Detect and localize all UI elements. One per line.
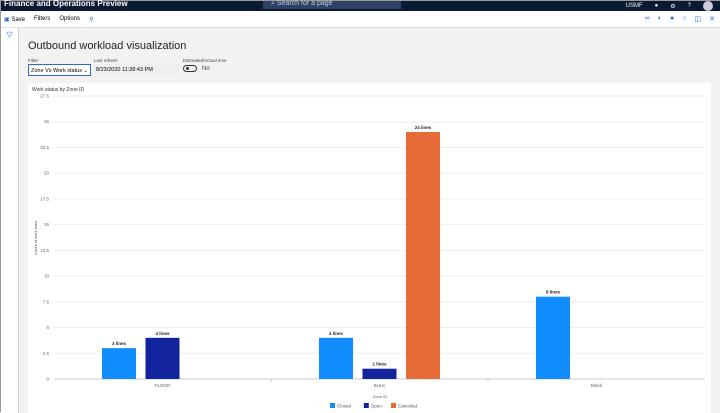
avatar[interactable] xyxy=(703,1,713,11)
save-button[interactable]: ▣ Save xyxy=(4,16,25,23)
y-tick-label: 7.5 xyxy=(43,299,50,304)
y-tick-label: 15 xyxy=(44,222,50,227)
legend-swatch xyxy=(363,403,369,408)
filter-dropdown[interactable]: Zone Vs Work status ⌄ xyxy=(28,64,91,76)
filter-value: Zone Vs Work status xyxy=(31,68,82,74)
refresh-value: 8/23/2020 11:28:43 PM xyxy=(94,64,179,76)
y-tick-label: 5 xyxy=(46,325,49,330)
data-label: 1 lines xyxy=(372,362,387,367)
search-placeholder: Search for a page xyxy=(276,0,333,7)
chart-title: Work status by Zone ID xyxy=(32,87,85,93)
open-new-window-icon[interactable]: ◫ xyxy=(694,16,702,23)
data-label: 4 lines xyxy=(329,331,344,336)
feedback-icon[interactable]: ● xyxy=(670,15,675,22)
legend-swatch xyxy=(330,403,335,408)
help-icon[interactable]: ? xyxy=(687,3,691,9)
x-tick-label: BULK xyxy=(374,383,386,388)
time-label: Estimated/Actual time xyxy=(183,58,227,63)
bar-canceled xyxy=(406,132,440,379)
y-tick-label: 10 xyxy=(44,274,50,279)
options-button[interactable]: Options xyxy=(59,16,81,22)
legend-label: Open xyxy=(371,404,383,409)
app-title: Finance and Operations Preview xyxy=(4,0,128,8)
x-axis-label: Zone ID xyxy=(373,394,387,399)
time-toggle[interactable] xyxy=(183,65,197,72)
y-tick-label: 22.5 xyxy=(40,145,49,150)
link-icon[interactable]: ∞ xyxy=(644,15,650,22)
search-icon[interactable]: ⚲ xyxy=(89,16,94,23)
bar-open xyxy=(362,368,397,379)
bar-closed xyxy=(102,348,136,379)
chart-card xyxy=(28,83,711,413)
title-bar: Finance and Operations Preview ⌕ Search … xyxy=(1,0,720,11)
y-tick-label: 2.5 xyxy=(43,351,50,356)
bar-open xyxy=(145,337,180,379)
data-label: 4 lines xyxy=(155,331,170,336)
data-label: 24 lines xyxy=(415,125,432,130)
bar-closed xyxy=(319,337,353,379)
refresh-label: Last refresh xyxy=(94,58,118,63)
office-icon[interactable]: ◐ xyxy=(657,15,663,22)
chevron-down-icon: ⌄ xyxy=(83,68,88,74)
data-label: 3 lines xyxy=(112,341,127,346)
legend-label: Canceled xyxy=(398,404,418,409)
x-tick-label: Blank xyxy=(591,383,603,388)
y-tick-label: 12.5 xyxy=(40,248,49,253)
y-tick-label: 20 xyxy=(44,171,50,176)
legend-label: Closed xyxy=(337,404,352,409)
refresh-icon[interactable]: ○ xyxy=(682,15,687,22)
company-label[interactable]: USMF xyxy=(625,3,643,9)
data-label: 8 lines xyxy=(546,290,561,295)
close-icon[interactable]: ✕ xyxy=(709,16,715,23)
filter-label: Filter xyxy=(28,58,38,63)
y-tick-label: 25 xyxy=(44,119,50,124)
save-label: Save xyxy=(11,16,26,23)
bell-icon[interactable]: ● xyxy=(654,3,659,9)
legend-swatch xyxy=(391,403,396,408)
time-value: No xyxy=(202,66,210,72)
filter-pane: ▽ xyxy=(1,28,19,413)
filter-icon[interactable]: ▽ xyxy=(6,30,13,39)
y-tick-label: 0 xyxy=(46,377,49,382)
filters-button[interactable]: Filters xyxy=(34,16,51,22)
y-tick-label: 27.5 xyxy=(40,94,49,99)
x-tick-label: FLOOR xyxy=(155,383,171,388)
y-tick-label: 17.5 xyxy=(40,196,49,201)
gear-icon[interactable]: ⚙ xyxy=(670,3,676,10)
save-icon: ▣ xyxy=(4,16,10,23)
bar-closed xyxy=(536,296,570,379)
page-title: Outbound workload visualization xyxy=(28,40,187,52)
action-pane: ▣ Save Filters Options ⚲ ∞ ◐ ● ○ ◫ ✕ xyxy=(1,11,720,28)
y-axis-label: Count of work lines xyxy=(33,221,38,255)
search-box[interactable]: ⌕ Search for a page xyxy=(263,0,401,9)
